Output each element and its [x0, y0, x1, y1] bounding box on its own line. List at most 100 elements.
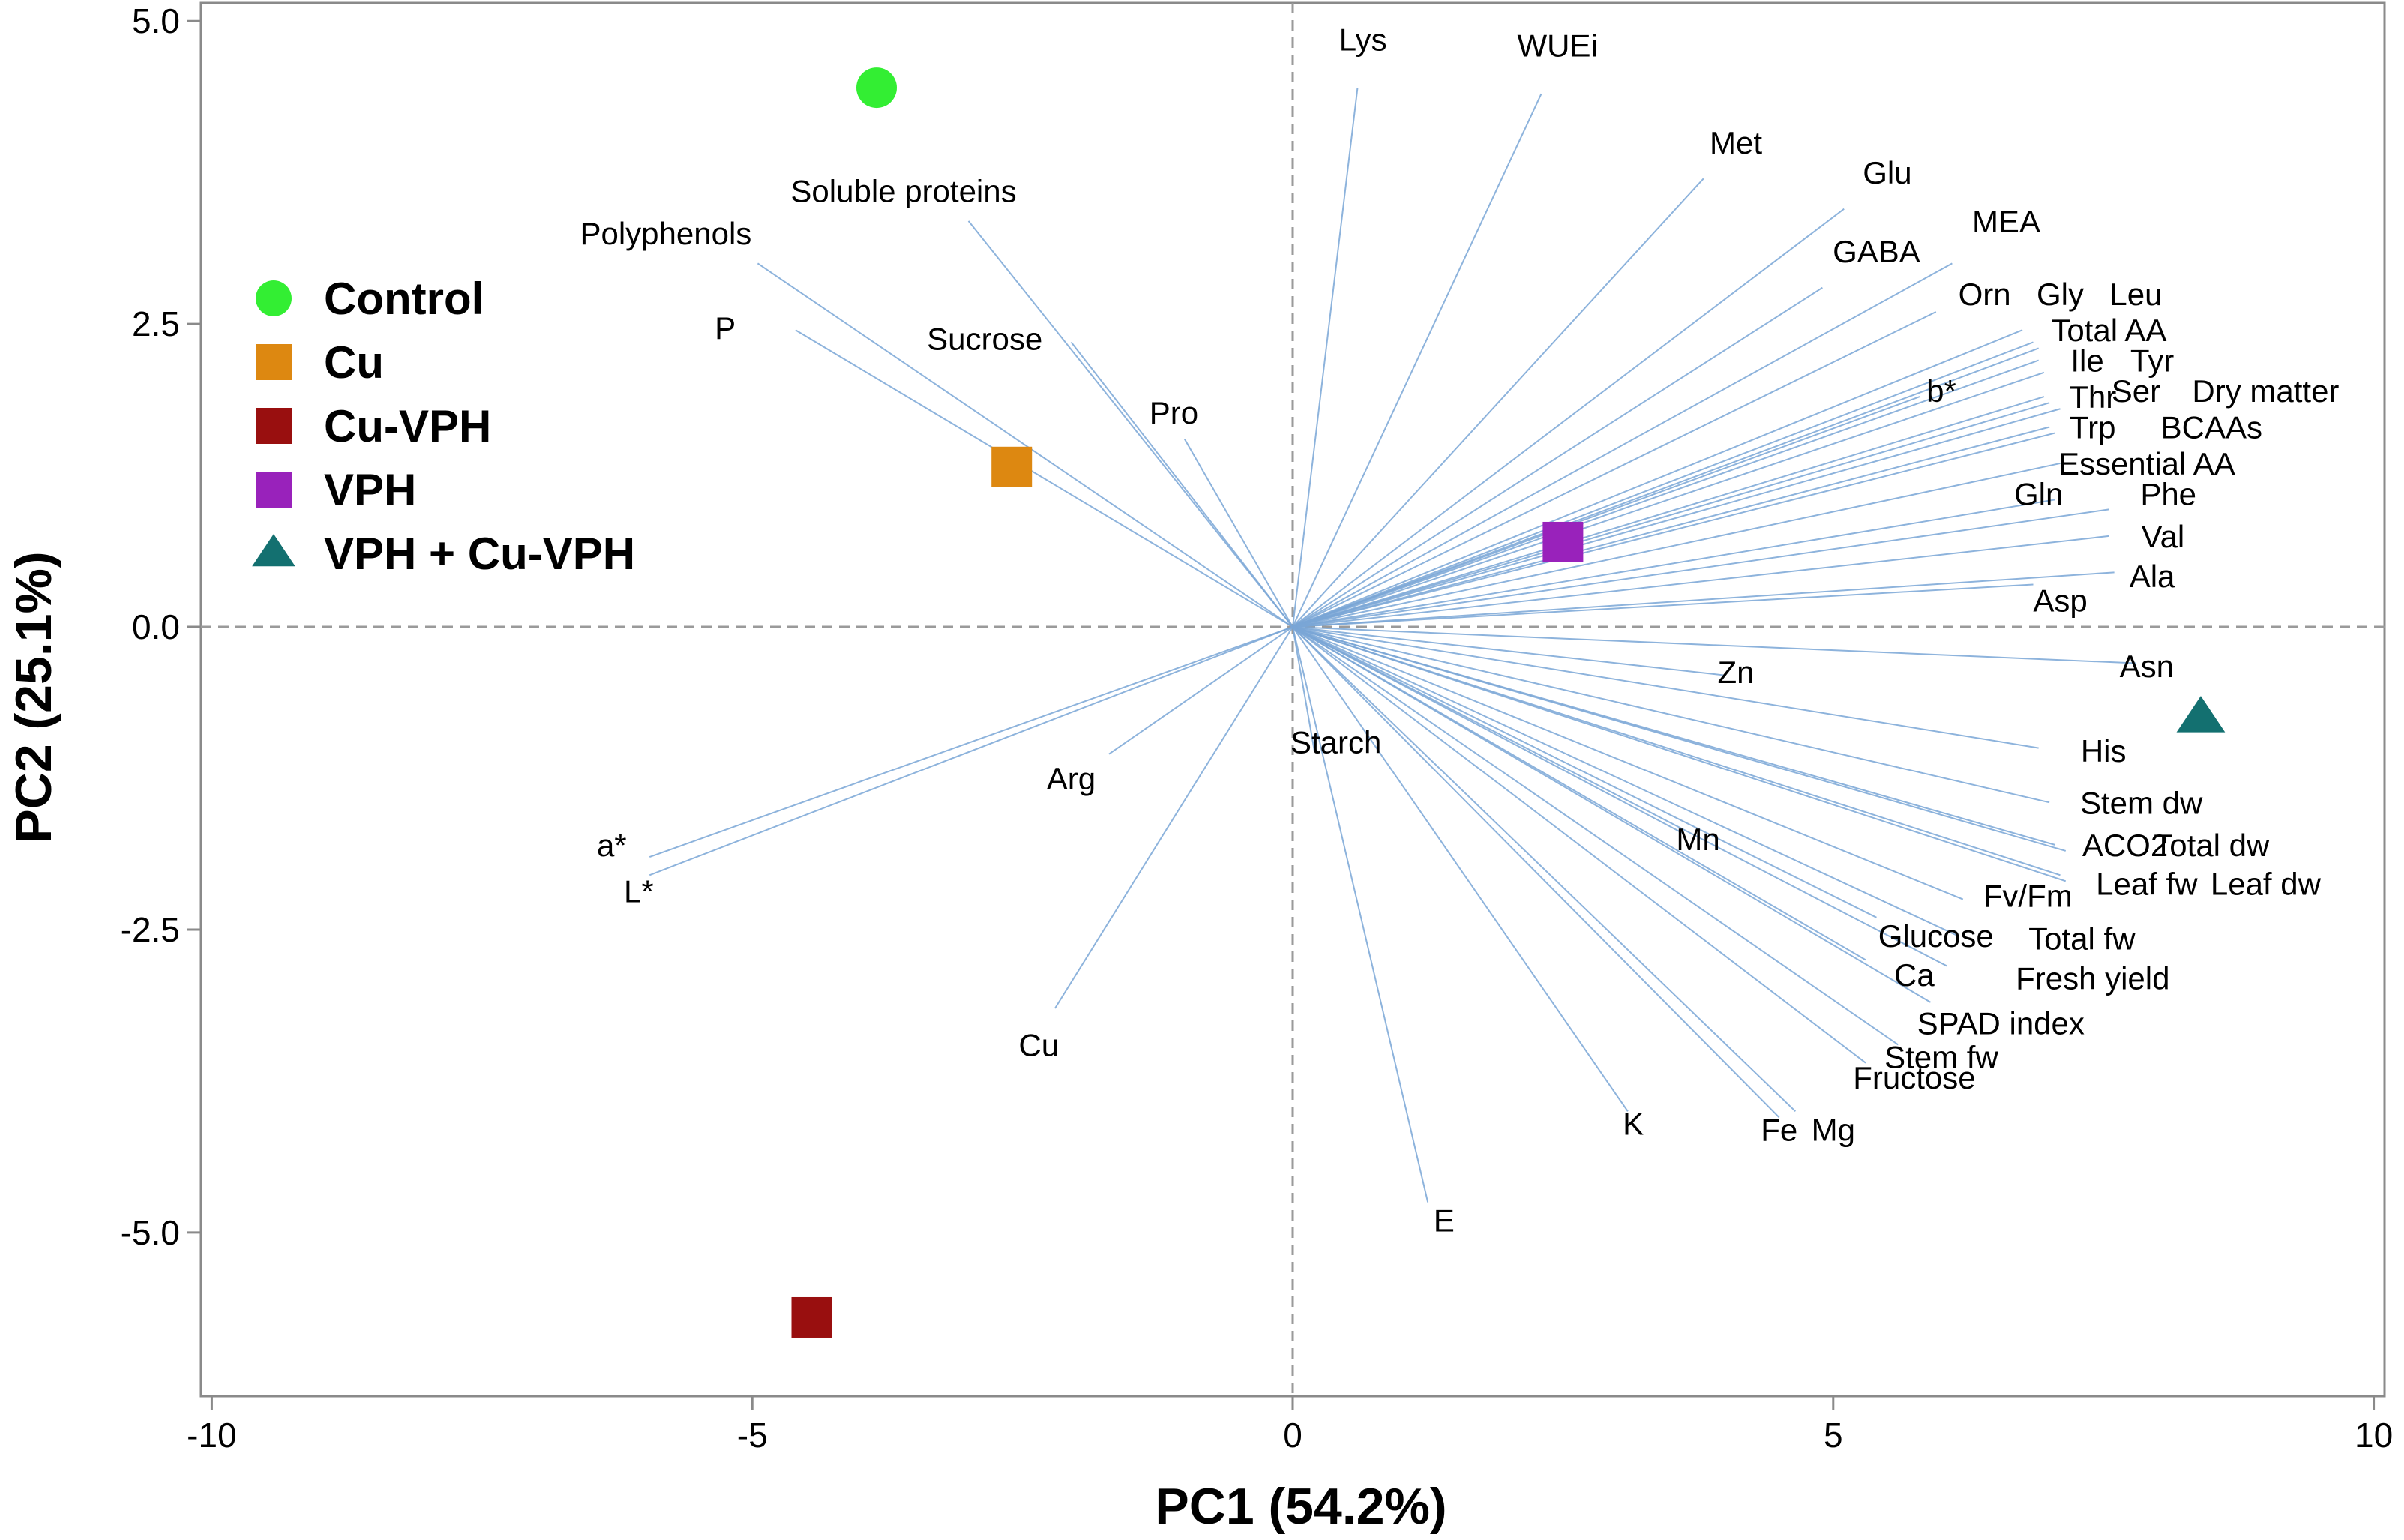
loading-label: Glu [1863, 155, 1911, 190]
loading-vector [967, 220, 1293, 628]
legend-label: Cu-VPH [324, 401, 491, 451]
loading-vector [1292, 286, 1823, 628]
loading-vector [757, 262, 1293, 628]
x-tick-label: 0 [1283, 1416, 1302, 1455]
y-axis-title: PC2 (25.1%) [5, 551, 62, 843]
loading-label: Leaf fw [2096, 867, 2198, 902]
loading-vector [1292, 329, 2023, 628]
loading-vector [1292, 371, 2045, 628]
loading-label: Sucrose [927, 322, 1042, 357]
loading-label: Asn [2120, 649, 2174, 684]
loading-label: Gly [2037, 277, 2084, 312]
loading-vector [1292, 626, 1877, 918]
loading-vector [1292, 508, 2109, 628]
legend-label: VPH [324, 465, 416, 515]
loading-label: K [1623, 1106, 1644, 1141]
loading-label: Total dw [2154, 828, 2270, 863]
loading-label: Cu [1018, 1027, 1059, 1062]
loading-vector [795, 329, 1293, 628]
loading-vector [1292, 626, 1899, 1046]
loading-label: BCAAs [2161, 409, 2262, 445]
loading-label: GABA [1833, 234, 1920, 269]
loading-label: Mn [1676, 822, 1719, 857]
loading-label: Trp [2070, 409, 2115, 445]
loading-label: Gln [2014, 476, 2063, 511]
score-point [991, 446, 1033, 487]
loading-label: Glucose [1878, 918, 1994, 954]
loading-label: His [2081, 733, 2127, 769]
y-tick-label: 2.5 [132, 304, 180, 343]
loading-label: Fructose [1853, 1060, 1975, 1095]
legend-label: Control [324, 274, 484, 324]
score-point [856, 67, 897, 109]
y-tick-label: 0.0 [132, 607, 180, 646]
loading-vector [1292, 626, 1725, 676]
loading-vector [1292, 626, 1629, 1112]
loading-vector [1292, 93, 1542, 628]
score-point [2176, 696, 2226, 733]
x-axis-title: PC1 (54.2%) [1155, 1478, 1446, 1535]
loading-label: Ser [2112, 373, 2160, 409]
loading-label: Soluble proteins [790, 173, 1016, 208]
loading-vector [1292, 626, 1866, 1064]
loading-vector [1292, 408, 2061, 628]
loading-label: Polyphenols [580, 216, 751, 251]
loading-label: b* [1926, 373, 1956, 409]
loading-label: Fv/Fm [1983, 879, 2073, 914]
score-point [1542, 521, 1584, 562]
loading-vector [1292, 626, 1797, 1113]
loading-vector [1292, 626, 1958, 936]
y-tick-label: -2.5 [121, 910, 180, 949]
loading-label: Mg [1812, 1113, 1855, 1148]
loading-label: Stem fw [1884, 1040, 1998, 1075]
loading-label: Ala [2130, 559, 2175, 594]
score-point [791, 1296, 832, 1338]
loading-label: Orn [1959, 277, 2011, 312]
loading-label: Stem dw [2080, 785, 2203, 820]
loading-vector [1292, 626, 1932, 1003]
loading-vector [1070, 341, 1293, 628]
loading-label: Tyr [2130, 343, 2174, 379]
loading-label: Thr [2069, 379, 2116, 415]
loading-vector [1292, 208, 1845, 628]
loading-label: Met [1710, 125, 1762, 160]
y-tick-label: -5.0 [121, 1213, 180, 1252]
loading-vector [1292, 396, 2045, 628]
loading-label: Fresh yield [2016, 961, 2169, 996]
loading-label: Arg [1047, 761, 1096, 796]
loading-label: Lys [1339, 22, 1387, 57]
loading-vector [1292, 426, 2050, 628]
loading-label: Starch [1290, 725, 1381, 760]
loading-vector [1292, 178, 1704, 628]
legend-marker [252, 534, 295, 567]
loading-label: a* [597, 828, 627, 863]
loading-label: Total fw [2028, 921, 2136, 956]
x-tick-label: 10 [2355, 1416, 2393, 1455]
loading-vector [1292, 626, 1780, 1119]
loading-label: E [1434, 1203, 1455, 1239]
loading-vector [1054, 626, 1293, 1009]
legend-marker [256, 408, 292, 444]
loading-vector [1292, 262, 1953, 628]
loading-label: Leaf dw [2211, 867, 2322, 902]
x-tick-label: -5 [737, 1416, 768, 1455]
loading-label: Total AA [2051, 313, 2166, 348]
loading-vector [1183, 439, 1293, 628]
loading-label: P [715, 310, 736, 346]
legend-marker [256, 344, 292, 380]
loading-vector [1108, 626, 1293, 755]
x-tick-label: 5 [1824, 1416, 1843, 1455]
loading-label: Ile [2070, 343, 2103, 379]
loading-label: Leu [2109, 277, 2162, 312]
loading-vector [1292, 626, 2067, 882]
loading-vector [1292, 311, 1937, 628]
loading-vector [649, 626, 1293, 858]
loading-label: L* [624, 873, 654, 909]
loading-vector [1292, 626, 2039, 749]
loading-vector [1292, 626, 1964, 900]
loading-label: WUEi [1518, 28, 1598, 64]
loading-label: MEA [1972, 204, 2040, 239]
loading-label: Val [2142, 519, 2185, 554]
loading-label: Phe [2140, 476, 2196, 511]
